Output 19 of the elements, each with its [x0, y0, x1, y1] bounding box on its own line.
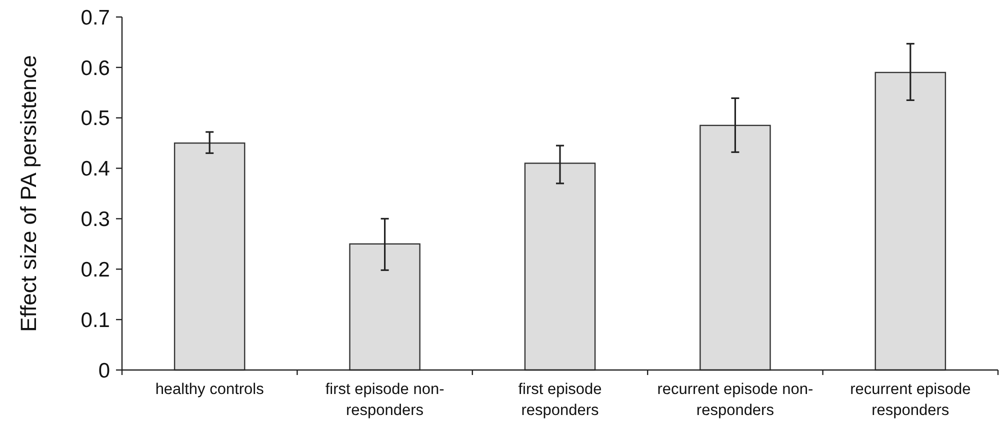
y-tick-label: 0 — [98, 359, 110, 382]
y-tick-label: 0.3 — [80, 208, 110, 232]
y-tick-label: 0.4 — [80, 158, 110, 181]
x-tick-label: recurrent episode non-responders — [657, 381, 814, 419]
x-tick-label: first episode non-responders — [325, 381, 444, 419]
y-axis-title: Effect size of PA persistence — [16, 55, 41, 332]
bar — [700, 124, 771, 371]
bar — [524, 162, 596, 371]
bar — [349, 243, 420, 371]
y-tick-label: 0.1 — [80, 308, 110, 332]
x-tick-label: first episode responders — [518, 381, 602, 419]
y-tick-label: 0.2 — [80, 258, 110, 282]
y-tick-label: 0.6 — [80, 56, 110, 80]
bar — [174, 142, 246, 371]
x-tick-label: healthy controls — [155, 381, 264, 398]
y-tick-label: 0.7 — [80, 6, 110, 30]
y-tick-label: 0.5 — [80, 107, 110, 130]
x-tick-label: recurrent episode responders — [850, 381, 971, 419]
bar — [874, 72, 946, 371]
